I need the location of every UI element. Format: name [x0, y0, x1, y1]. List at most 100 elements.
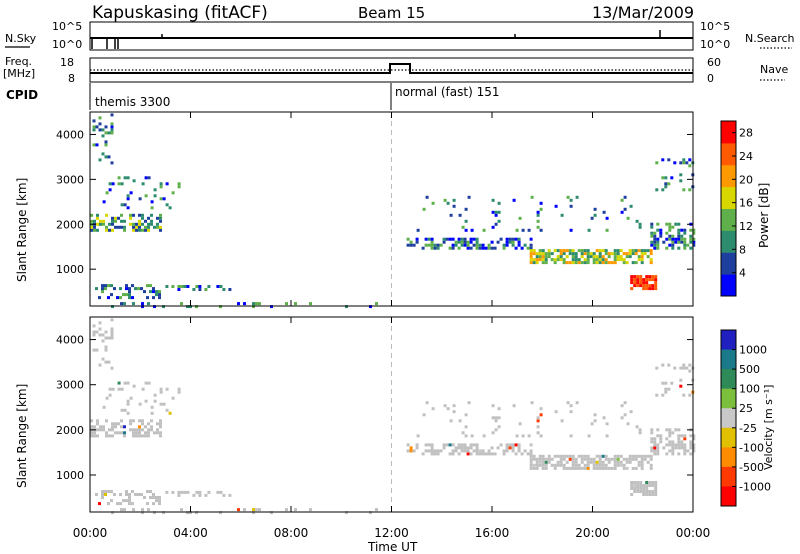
power-cell	[637, 255, 641, 259]
power-cell	[642, 281, 646, 285]
power-cell	[671, 246, 675, 250]
power-cell	[120, 302, 123, 306]
velocity-cell	[659, 437, 663, 441]
power-cell	[132, 228, 135, 232]
velocity-cell	[90, 419, 93, 423]
power-cell	[122, 293, 125, 297]
velocity-cell	[682, 393, 686, 397]
velocity-cell	[601, 463, 605, 467]
x-tick-label: 00:00	[73, 526, 108, 540]
velocity-cell	[466, 446, 470, 450]
velocity-cell	[502, 452, 506, 456]
freq-label: Freq.	[5, 55, 32, 68]
velocity-cell	[598, 463, 602, 467]
power-cbar-tick-label: 12	[739, 220, 753, 233]
velocity-cell	[680, 434, 684, 438]
velocity-cell	[541, 457, 545, 461]
power-cell	[667, 158, 671, 162]
power-cell	[141, 305, 144, 309]
velocity-cell	[677, 440, 681, 444]
power-cell	[128, 287, 131, 291]
power-cell	[458, 213, 462, 217]
velocity-cell	[605, 434, 609, 438]
velocity-cell	[430, 449, 434, 453]
velocity-cell	[541, 454, 545, 458]
velocity-cell	[158, 499, 161, 503]
power-cell	[651, 278, 655, 282]
velocity-cell	[544, 463, 548, 467]
velocity-cell	[475, 446, 479, 450]
power-cell	[433, 243, 437, 247]
velocity-cell	[631, 454, 635, 458]
power-cell	[683, 243, 687, 247]
power-cell	[520, 246, 524, 250]
velocity-cell	[595, 466, 599, 470]
power-cell	[484, 246, 488, 250]
velocity-cell	[147, 381, 151, 385]
velocity-cell	[683, 449, 687, 453]
power-cell	[111, 305, 114, 309]
velocity-cell	[667, 363, 671, 367]
power-cell	[640, 258, 644, 262]
velocity-cell	[634, 466, 638, 470]
velocity-cell	[150, 419, 153, 423]
velocity-cell	[574, 460, 578, 464]
velocity-cell	[375, 508, 378, 512]
power-cell	[642, 287, 646, 291]
velocity-cell	[661, 381, 665, 385]
power-cbar-frame	[720, 120, 737, 297]
power-cell	[443, 198, 447, 202]
velocity-cell	[539, 434, 543, 438]
velocity-cell	[668, 431, 672, 435]
velocity-cell	[625, 457, 629, 461]
velocity-cell	[642, 490, 646, 493]
velocity-cell	[565, 466, 569, 470]
velocity-cell	[589, 460, 593, 464]
power-cell	[496, 240, 500, 244]
velocity-cell	[637, 454, 641, 458]
velocity-cell	[95, 330, 99, 334]
power-cell	[568, 249, 572, 253]
power-cell	[682, 161, 686, 165]
velocity-cell	[482, 434, 486, 438]
power-cell	[406, 243, 410, 247]
velocity-cell	[499, 443, 503, 447]
velocity-cell	[219, 490, 223, 494]
velocity-cell	[630, 481, 634, 484]
power-cell	[472, 243, 476, 247]
power-cell	[159, 213, 162, 217]
power-cell	[616, 255, 620, 259]
velocity-cell	[446, 407, 450, 411]
power-cell	[692, 240, 696, 244]
power-cell	[183, 285, 187, 288]
power-cell	[586, 255, 590, 259]
power-cell	[101, 290, 104, 294]
velocity-cell	[665, 452, 669, 456]
power-cell	[642, 284, 646, 288]
power-cell	[436, 246, 440, 250]
power-cell	[177, 288, 181, 291]
velocity-cell	[587, 434, 591, 438]
velocity-cell	[639, 484, 643, 487]
power-cell	[156, 216, 159, 220]
power-cell	[589, 252, 593, 256]
power-cell	[642, 278, 646, 282]
power-cell	[536, 225, 540, 229]
power-cell	[149, 284, 152, 288]
velocity-cell	[664, 390, 668, 394]
velocity-cell	[656, 452, 660, 456]
velocity-cell	[156, 431, 159, 435]
x-tick-label: 00:00	[676, 526, 711, 540]
velocity-cell	[487, 449, 491, 453]
velocity-cell	[689, 440, 693, 444]
velocity-cell	[633, 490, 637, 493]
cpid-seg-1: themis 3300	[95, 95, 170, 109]
power-cell	[108, 188, 112, 192]
velocity-cell	[532, 454, 536, 458]
power-cell	[270, 305, 273, 309]
velocity-cell	[120, 387, 124, 391]
power-cell	[529, 261, 533, 265]
power-cell	[153, 188, 157, 192]
power-cell	[656, 222, 660, 226]
power-cell	[577, 258, 581, 262]
